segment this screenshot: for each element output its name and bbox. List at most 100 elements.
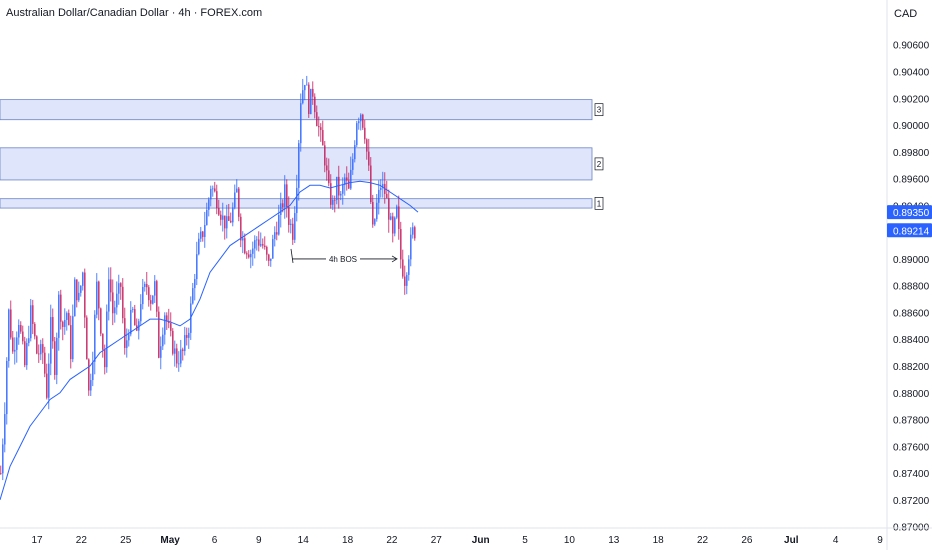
candle-up <box>40 344 42 355</box>
candle-down <box>46 373 48 398</box>
candle-up <box>48 363 50 398</box>
candle-up <box>174 348 176 354</box>
candle-up <box>194 279 196 289</box>
candle-down <box>38 353 40 355</box>
price-tick-label: 0.89000 <box>893 255 930 266</box>
candle-down <box>248 254 250 258</box>
candle-up <box>78 292 80 301</box>
candle-up <box>140 304 142 322</box>
candle-up <box>94 314 96 362</box>
candle-up <box>300 103 302 144</box>
candle-up <box>14 349 16 352</box>
candle-up <box>412 227 414 235</box>
candle-up <box>354 145 356 160</box>
candle-up <box>250 253 252 258</box>
candle-up <box>394 217 396 234</box>
candle-up <box>74 279 76 317</box>
candle-down <box>172 330 174 354</box>
price-axis[interactable]: 0.90600 0.90400 0.90200 0.90000 0.89800 0.896… <box>886 0 932 550</box>
candle-down <box>368 151 370 166</box>
candle-down <box>60 294 62 322</box>
zone-label-box <box>594 157 604 171</box>
candle-down <box>220 214 222 220</box>
candle-down <box>88 359 90 391</box>
candle-down <box>386 193 388 199</box>
candle-up <box>396 206 398 218</box>
candle-up <box>260 244 262 246</box>
candle-up <box>410 234 412 260</box>
candle-down <box>86 317 88 360</box>
candle-up <box>360 114 362 122</box>
candle-up <box>184 335 186 352</box>
candle-down <box>100 308 102 334</box>
candle-down <box>324 145 326 166</box>
zone-rect <box>0 99 593 121</box>
candle-down <box>364 127 366 140</box>
time-tick-label: Jul <box>784 535 799 546</box>
ma-price-tag: 0.89350 <box>893 208 930 219</box>
time-tick-label: Jun <box>472 535 490 546</box>
candle-up <box>270 258 272 261</box>
moving-average-line <box>0 180 419 501</box>
candle-down <box>158 311 160 358</box>
candle-up <box>72 316 74 360</box>
candle-down <box>168 321 170 324</box>
time-tick-label: 5 <box>522 535 528 546</box>
time-tick-label: 22 <box>697 535 709 546</box>
candle-up <box>118 283 120 294</box>
candle-down <box>388 198 390 220</box>
candle-up <box>302 90 304 104</box>
candle-up <box>210 188 212 200</box>
candle-down <box>12 337 14 352</box>
time-tick-label: 25 <box>120 535 132 546</box>
candle-down <box>268 254 270 261</box>
time-axis[interactable]: 17 22 25 May 6 9 14 18 22 27 Jun 5 10 13 18 22 26 Jul 4 9 <box>0 527 932 546</box>
candle-down <box>362 114 364 128</box>
price-tick-label: 0.89800 <box>893 148 930 159</box>
candle-up <box>226 216 228 229</box>
candle-down <box>328 170 330 184</box>
candle-down <box>224 215 226 229</box>
zone-label: 1 <box>597 199 602 208</box>
candle-down <box>338 176 340 196</box>
candle-up <box>192 288 194 304</box>
candlesticks <box>0 75 416 481</box>
bos-arrowhead <box>391 255 398 263</box>
price-tick-label: 0.87800 <box>893 416 930 427</box>
candle-down <box>156 281 158 312</box>
candle-down <box>134 309 136 326</box>
candle-up <box>252 248 254 254</box>
candle-up <box>206 209 208 225</box>
time-tick-label: 26 <box>741 535 753 546</box>
candle-up <box>204 224 206 237</box>
candle-down <box>400 229 402 260</box>
candle-down <box>214 188 216 192</box>
candle-up <box>82 272 84 286</box>
candle-down <box>286 184 288 207</box>
candle-down <box>312 88 314 97</box>
candle-up <box>296 187 298 214</box>
time-tick-label: 10 <box>564 535 576 546</box>
time-tick-label: 6 <box>212 535 218 546</box>
candle-down <box>246 253 248 255</box>
candle-down <box>120 283 122 287</box>
time-tick-label: 9 <box>256 535 262 546</box>
candle-down <box>22 331 24 342</box>
candle-up <box>378 189 380 203</box>
price-tick-label: 0.88600 <box>893 308 930 319</box>
zone-label-box <box>594 103 604 117</box>
candle-down <box>334 199 336 201</box>
candle-down <box>112 292 114 314</box>
candle-up <box>390 216 392 220</box>
candle-down <box>0 473 2 474</box>
candle-down <box>20 324 22 332</box>
candle-up <box>272 239 274 259</box>
price-tick-label: 0.87600 <box>893 442 930 453</box>
moving-average <box>0 180 419 501</box>
candle-up <box>198 238 200 255</box>
ma-price-tag-bg <box>887 205 932 220</box>
candle-up <box>212 188 214 190</box>
candle-up <box>154 281 156 296</box>
candle-up <box>380 188 382 190</box>
